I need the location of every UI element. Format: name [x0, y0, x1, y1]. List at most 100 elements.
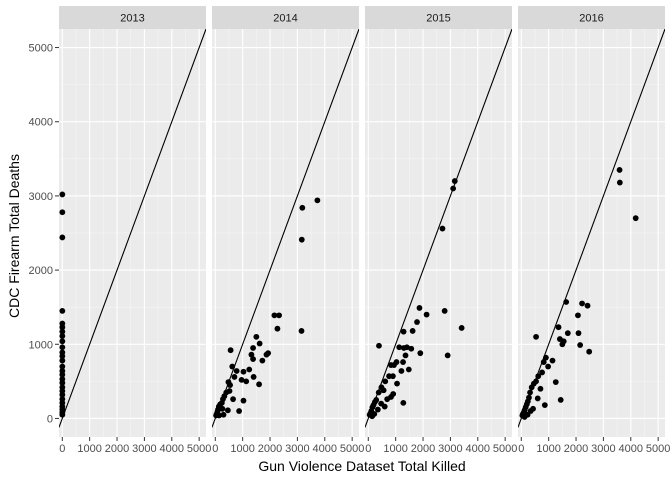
- facet-strip: [59, 6, 206, 29]
- x-tick-label: 3000: [285, 443, 309, 455]
- data-point: [59, 324, 66, 331]
- data-point: [539, 369, 545, 376]
- data-point: [549, 357, 556, 364]
- data-point: [405, 366, 412, 373]
- y-axis: 0 1000 2000 3000 4000 5000: [29, 43, 59, 425]
- data-point: [577, 342, 584, 348]
- x-tick-label: 0: [365, 443, 371, 455]
- data-point: [400, 359, 406, 365]
- data-point: [552, 379, 559, 386]
- data-point: [543, 354, 549, 361]
- data-point: [381, 403, 388, 410]
- x-tick-label: 1000: [536, 443, 560, 455]
- data-point: [521, 414, 528, 420]
- data-point: [414, 319, 420, 325]
- x-tick-label: 5000: [340, 443, 364, 455]
- data-point: [439, 225, 446, 232]
- data-point: [256, 340, 263, 347]
- x-tick-label: 4000: [160, 443, 184, 455]
- data-point: [541, 402, 548, 409]
- x-tick-label: 2000: [105, 443, 129, 455]
- reference-line: [59, 29, 206, 428]
- facet-strip: [212, 6, 359, 29]
- data-point: [59, 371, 66, 378]
- data-point: [59, 234, 66, 241]
- data-point: [396, 344, 403, 351]
- data-point: [450, 185, 457, 192]
- x-tick-label: 4000: [313, 443, 337, 455]
- data-point: [374, 406, 381, 413]
- data-point: [243, 378, 250, 385]
- data-point: [533, 333, 539, 340]
- data-point: [528, 384, 535, 391]
- facet-panel-2014: 2014 0 1000 2000 3000 4000 5000: [212, 6, 364, 455]
- x-tick-label: 3000: [132, 443, 156, 455]
- data-point: [298, 328, 305, 334]
- x-tick-label: 2000: [564, 443, 588, 455]
- facet-panel-2016: 2016 0 1000 2000 3000 4000 5000: [518, 6, 670, 455]
- data-point: [400, 328, 407, 335]
- y-tick-label: 5000: [29, 43, 53, 55]
- data-point: [369, 413, 376, 420]
- data-point: [246, 366, 253, 373]
- data-point: [632, 215, 639, 222]
- x-tick-label: 1000: [383, 443, 407, 455]
- data-point: [400, 345, 407, 351]
- data-point: [400, 399, 407, 406]
- x-tick-label: 5000: [187, 443, 211, 455]
- data-point: [394, 380, 400, 387]
- data-point: [59, 411, 66, 418]
- data-point: [390, 391, 397, 397]
- data-point: [458, 325, 465, 331]
- data-point: [298, 236, 305, 243]
- data-point: [534, 395, 541, 402]
- data-point: [417, 350, 424, 357]
- data-point: [59, 344, 66, 351]
- data-point: [250, 374, 257, 380]
- data-point: [386, 373, 392, 380]
- x-tick-label: 2000: [411, 443, 435, 455]
- facet-strip: [365, 6, 512, 29]
- data-point: [59, 307, 66, 314]
- facet-strip-label: 2016: [579, 13, 603, 25]
- data-point: [444, 352, 451, 359]
- data-point: [59, 209, 66, 216]
- data-point: [564, 330, 571, 337]
- data-point: [575, 312, 581, 319]
- data-point: [248, 351, 255, 358]
- x-tick-label: 4000: [619, 443, 643, 455]
- y-axis-title: CDC Firearm Total Deaths: [6, 154, 22, 318]
- data-point: [441, 307, 448, 314]
- data-point: [537, 385, 544, 392]
- panel-contents: [365, 29, 512, 437]
- x-tick-label: 3000: [438, 443, 462, 455]
- facet-strip: [518, 6, 665, 29]
- data-point: [219, 405, 226, 412]
- y-tick-label: 0: [47, 413, 53, 425]
- data-point: [527, 389, 533, 396]
- data-point: [240, 397, 247, 404]
- data-point: [376, 342, 382, 349]
- panel-contents: [59, 29, 206, 437]
- data-point: [402, 352, 409, 359]
- facet-strip-label: 2015: [426, 13, 450, 25]
- data-point: [59, 379, 66, 386]
- panel-contents: [518, 29, 665, 437]
- data-point: [253, 333, 260, 340]
- data-point: [231, 374, 238, 380]
- data-point: [59, 357, 66, 364]
- data-point: [408, 345, 415, 352]
- x-tick-label: 3000: [591, 443, 615, 455]
- data-point: [59, 328, 66, 335]
- data-point: [216, 412, 223, 419]
- data-point: [229, 363, 236, 370]
- data-point: [227, 382, 233, 388]
- data-point: [276, 312, 282, 319]
- data-point: [616, 167, 623, 173]
- data-point: [236, 408, 243, 414]
- data-point: [220, 411, 227, 418]
- data-point: [224, 407, 231, 414]
- panel-contents: [212, 29, 359, 437]
